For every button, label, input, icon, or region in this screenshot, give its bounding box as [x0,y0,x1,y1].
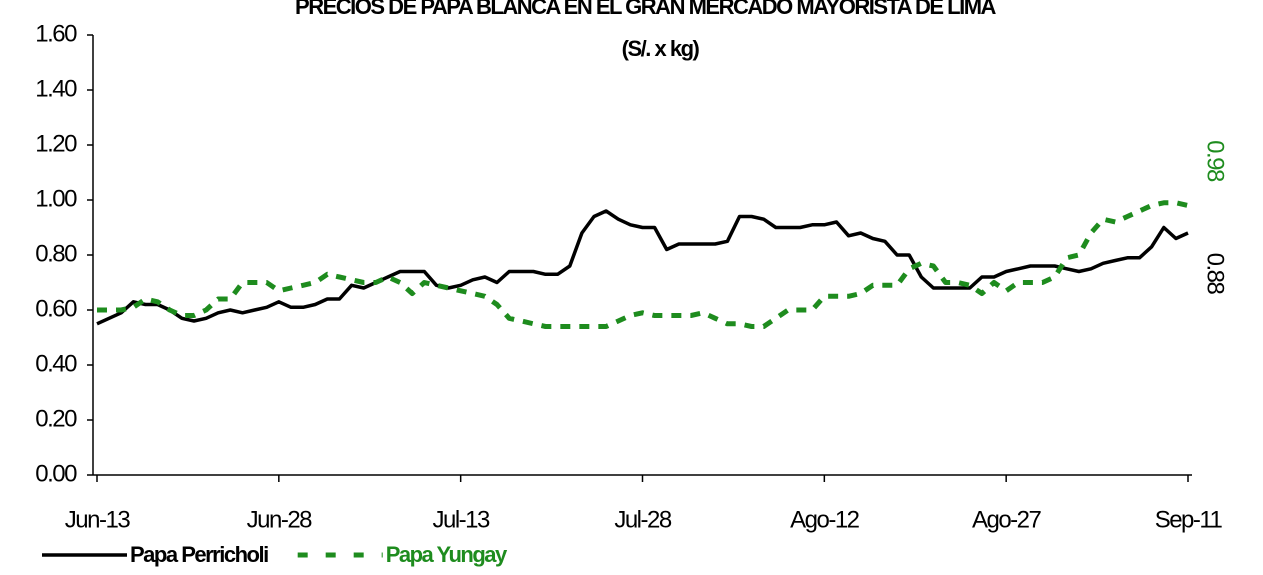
chart-title: PRECIOS DE PAPA BLANCA EN EL GRAN MERCAD… [295,0,996,19]
data-label: 0.88 [1202,253,1229,295]
x-tick-label: Ago-27 [972,506,1042,533]
y-tick-label: 1.40 [35,75,77,102]
y-tick-label: 1.20 [35,130,77,157]
y-tick-label: 0.20 [35,405,77,432]
y-tick-label: 1.60 [35,20,77,47]
x-tick-label: Jun-28 [247,506,313,533]
y-tick-label: 0.40 [35,350,77,377]
x-tick-label: Jul-13 [432,506,490,533]
line-series [97,200,1189,329]
x-tick-label: Jun-13 [65,506,131,533]
y-tick-label: 1.00 [35,185,77,212]
data-label: 0.98 [1202,140,1229,182]
x-tick-label: Jul-28 [614,506,672,533]
legend-label: Papa Perricholi [130,542,268,567]
y-tick-label: 0.00 [35,460,77,487]
line-series [96,209,1189,326]
chart-subtitle: (S/. x kg) [622,36,700,61]
y-tick-label: 0.60 [35,295,77,322]
y-tick-label: 0.80 [35,240,77,267]
legend-label: Papa Yungay [386,542,508,567]
x-tick-label: Ago-12 [790,506,860,533]
x-tick-label: Sep-11 [1155,506,1223,533]
